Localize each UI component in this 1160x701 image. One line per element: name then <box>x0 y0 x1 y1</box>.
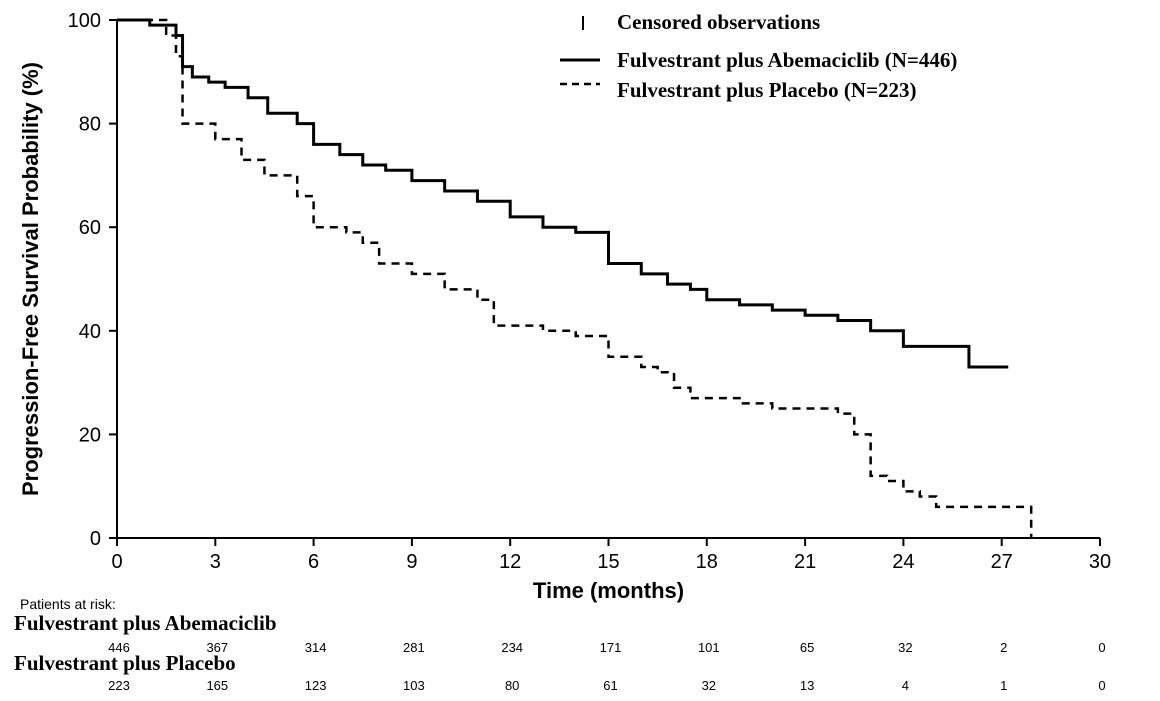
x-tick-label: 24 <box>892 551 914 573</box>
risk-value: 32 <box>898 640 912 655</box>
risk-value: 1 <box>1000 678 1007 693</box>
x-tick-label: 12 <box>499 551 521 573</box>
x-axis-title: Time (months) <box>533 578 684 603</box>
km-curve-placebo <box>117 18 1033 538</box>
risk-value: 0 <box>1098 678 1105 693</box>
risk-row-label-placebo: Fulvestrant plus Placebo <box>14 651 236 675</box>
y-tick-label: 60 <box>79 217 101 239</box>
risk-values: 446 367 314 281 234 171 101 65 32 2 0 223 165 123 103 8… <box>108 640 1105 693</box>
legend-placebo-label: Fulvestrant plus Placebo (N=223) <box>617 78 917 102</box>
x-ticks: 0 3 6 9 12 15 18 21 24 27 30 <box>111 538 1111 573</box>
x-tick-label: 0 <box>111 551 122 573</box>
risk-value: 314 <box>305 640 327 655</box>
x-tick-label: 15 <box>597 551 619 573</box>
legend: Censored observations Fulvestrant plus A… <box>560 10 957 102</box>
axes: 0 3 6 9 12 15 18 21 24 27 30 0 20 40 60 80 100 Time (mo… <box>18 10 1111 603</box>
risk-value: 13 <box>800 678 814 693</box>
series-layer <box>117 18 1033 538</box>
risk-value: 223 <box>108 678 130 693</box>
risk-value: 32 <box>702 678 716 693</box>
risk-value: 65 <box>800 640 814 655</box>
risk-value: 2 <box>1000 640 1007 655</box>
legend-censored-label: Censored observations <box>617 10 820 34</box>
risk-value: 165 <box>206 678 228 693</box>
risk-table: Patients at risk: Fulvestrant plus Abema… <box>14 596 1106 693</box>
x-tick-label: 30 <box>1089 551 1111 573</box>
risk-value: 171 <box>600 640 622 655</box>
risk-value: 61 <box>603 678 617 693</box>
y-ticks: 0 20 40 60 80 100 <box>68 10 117 550</box>
y-tick-label: 40 <box>79 321 101 343</box>
y-axis-title: Progression-Free Survival Probability (%… <box>18 62 43 496</box>
y-tick-label: 0 <box>90 528 101 550</box>
risk-value: 234 <box>501 640 523 655</box>
risk-value: 4 <box>902 678 909 693</box>
y-tick-label: 20 <box>79 424 101 446</box>
x-tick-label: 9 <box>406 551 417 573</box>
y-tick-label: 100 <box>68 10 101 32</box>
x-tick-label: 21 <box>794 551 816 573</box>
risk-value: 367 <box>206 640 228 655</box>
risk-value: 281 <box>403 640 425 655</box>
risk-table-title: Patients at risk: <box>20 596 116 612</box>
risk-row-label-abemaciclib: Fulvestrant plus Abemaciclib <box>14 611 277 635</box>
km-curve-abemaciclib <box>117 18 1009 369</box>
x-tick-label: 18 <box>696 551 718 573</box>
x-tick-label: 6 <box>308 551 319 573</box>
legend-abemaciclib-label: Fulvestrant plus Abemaciclib (N=446) <box>617 48 957 72</box>
risk-value: 446 <box>108 640 130 655</box>
risk-value: 123 <box>305 678 327 693</box>
x-tick-label: 3 <box>210 551 221 573</box>
y-tick-label: 80 <box>79 114 101 136</box>
risk-value: 0 <box>1098 640 1105 655</box>
risk-value: 103 <box>403 678 425 693</box>
risk-value: 80 <box>505 678 519 693</box>
x-tick-label: 27 <box>991 551 1013 573</box>
risk-value: 101 <box>698 640 720 655</box>
